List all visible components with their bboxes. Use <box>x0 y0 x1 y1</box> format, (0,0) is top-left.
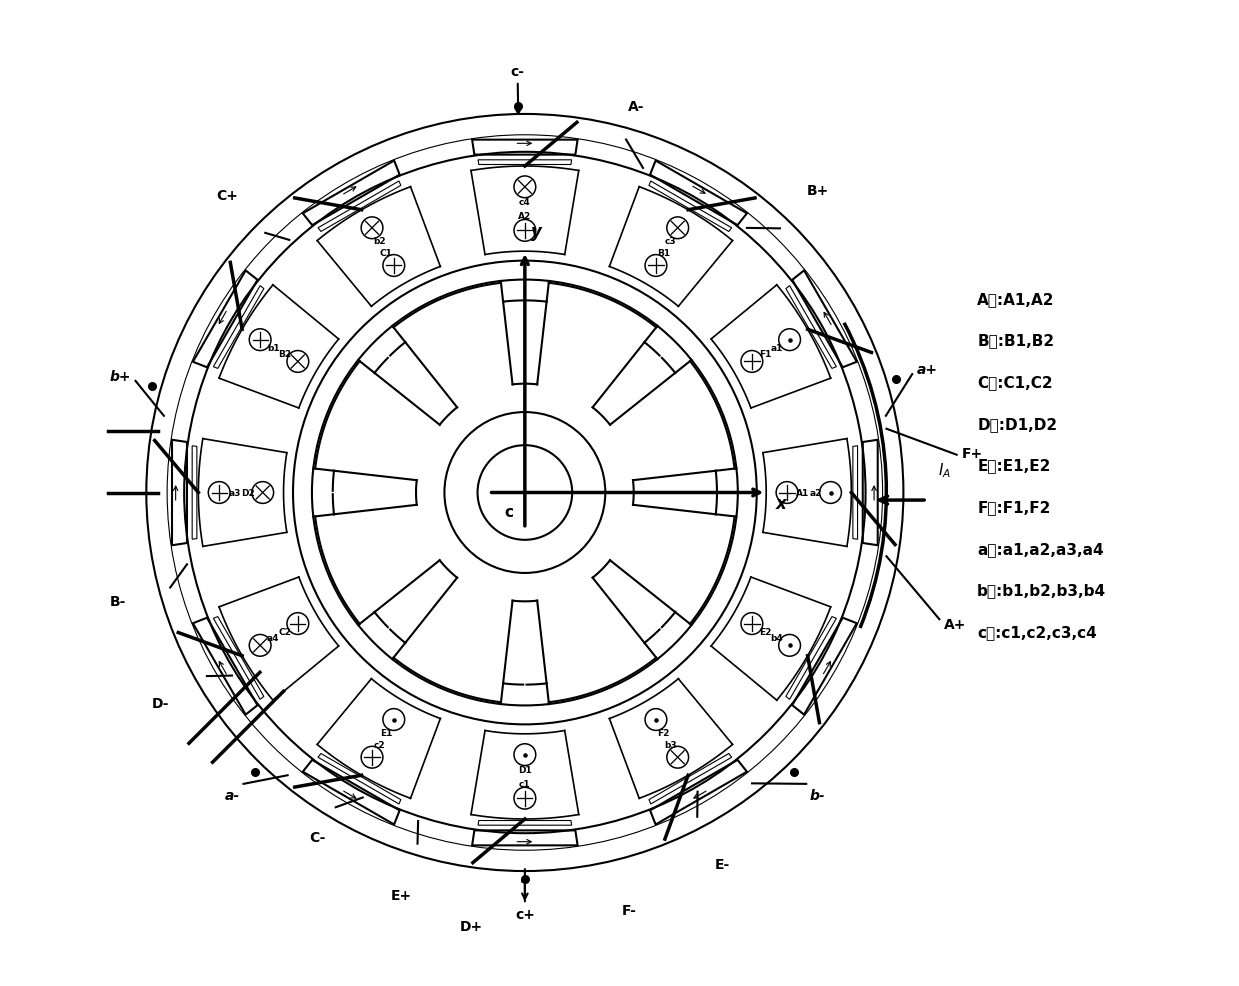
Text: b4: b4 <box>771 634 783 643</box>
Circle shape <box>514 220 535 242</box>
Text: F1: F1 <box>758 350 771 359</box>
Text: D+: D+ <box>460 920 483 934</box>
Text: E-: E- <box>715 858 730 872</box>
Text: C1: C1 <box>380 248 393 257</box>
Text: B-: B- <box>110 595 126 609</box>
Text: c: c <box>504 505 513 520</box>
Circle shape <box>249 329 271 351</box>
Text: D相:D1,D2: D相:D1,D2 <box>978 416 1057 432</box>
Text: D2: D2 <box>240 488 254 498</box>
Text: a相:a1,a2,a3,a4: a相:a1,a2,a3,a4 <box>978 541 1104 556</box>
Circle shape <box>383 255 405 277</box>
Text: B相:B1,B2: B相:B1,B2 <box>978 333 1054 348</box>
Text: B2: B2 <box>279 350 291 359</box>
Text: x: x <box>776 495 787 513</box>
Text: b1: b1 <box>266 343 280 352</box>
Circle shape <box>667 746 689 768</box>
Circle shape <box>514 788 535 810</box>
Circle shape <box>208 482 230 504</box>
Text: b-: b- <box>809 789 825 803</box>
Text: c-: c- <box>510 65 524 79</box>
Text: b相:b1,b2,b3,b4: b相:b1,b2,b3,b4 <box>978 583 1106 598</box>
Text: E1: E1 <box>380 729 393 738</box>
Text: D-: D- <box>151 696 169 710</box>
Text: b+: b+ <box>109 370 131 384</box>
Text: A2: A2 <box>518 212 532 221</box>
Text: C-: C- <box>310 830 326 844</box>
Text: D1: D1 <box>518 765 532 774</box>
Circle shape <box>383 709 405 731</box>
Circle shape <box>646 709 667 731</box>
Circle shape <box>646 255 667 277</box>
Circle shape <box>741 613 763 635</box>
Circle shape <box>778 329 800 351</box>
Text: a1: a1 <box>771 343 783 352</box>
Circle shape <box>741 351 763 373</box>
Circle shape <box>287 351 309 373</box>
Text: a2: a2 <box>809 488 821 498</box>
Text: A相:A1,A2: A相:A1,A2 <box>978 292 1054 307</box>
Text: c+: c+ <box>515 907 535 921</box>
Text: C+: C+ <box>216 188 238 202</box>
Text: a+: a+ <box>917 363 938 377</box>
Text: F2: F2 <box>658 729 670 738</box>
Text: F+: F+ <box>963 447 984 460</box>
Text: c4: c4 <box>519 198 530 207</box>
Text: b2: b2 <box>373 238 385 246</box>
Text: a4: a4 <box>266 634 280 643</box>
Circle shape <box>252 482 274 504</box>
Circle shape <box>361 218 383 240</box>
Text: E+: E+ <box>392 888 413 902</box>
Circle shape <box>776 482 798 504</box>
Text: F-: F- <box>622 903 637 917</box>
Text: A+: A+ <box>944 617 966 631</box>
Text: $I_A$: $I_A$ <box>938 461 952 480</box>
Text: A-: A- <box>627 100 644 113</box>
Text: C相:C1,C2: C相:C1,C2 <box>978 375 1053 389</box>
Text: c1: c1 <box>519 779 530 788</box>
Text: a3: a3 <box>228 488 240 498</box>
Text: B1: B1 <box>657 248 670 257</box>
Text: E2: E2 <box>758 627 771 636</box>
Circle shape <box>361 746 383 768</box>
Circle shape <box>514 744 535 766</box>
Text: b3: b3 <box>664 740 676 748</box>
Circle shape <box>778 635 800 657</box>
Text: y: y <box>532 223 543 241</box>
Text: c2: c2 <box>374 740 385 748</box>
Text: C2: C2 <box>279 627 291 636</box>
Circle shape <box>249 635 271 657</box>
Text: F相:F1,F2: F相:F1,F2 <box>978 500 1051 515</box>
Circle shape <box>287 613 309 635</box>
Circle shape <box>820 482 841 504</box>
Text: a-: a- <box>224 789 240 803</box>
Circle shape <box>514 176 535 198</box>
Text: E相:E1,E2: E相:E1,E2 <box>978 458 1051 473</box>
Text: c3: c3 <box>664 238 676 246</box>
Text: A1: A1 <box>795 488 809 498</box>
Text: B+: B+ <box>807 183 829 197</box>
Text: c相:c1,c2,c3,c4: c相:c1,c2,c3,c4 <box>978 624 1097 640</box>
Circle shape <box>667 218 689 240</box>
